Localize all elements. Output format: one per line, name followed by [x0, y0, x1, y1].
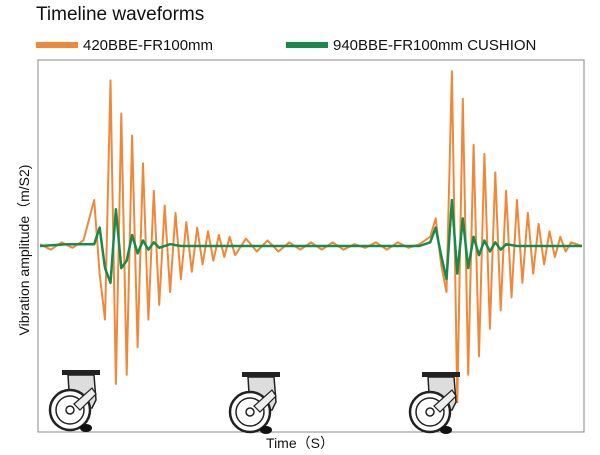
- legend-swatch-series-1: [36, 42, 78, 48]
- icon-layer: [48, 370, 460, 434]
- series-line-1: [39, 70, 583, 404]
- caster-wheel-icon: [48, 370, 100, 432]
- series-line-2: [39, 198, 582, 285]
- legend-item-series-2: 940BBE-FR100mm CUSHION: [286, 36, 536, 54]
- plot-border: [37, 59, 585, 433]
- series-layer: [39, 70, 583, 404]
- caster-wheel-icon: [228, 372, 280, 434]
- caster-wheel-icon: [408, 372, 460, 434]
- y-axis-label: Vibration amplitude（m/S2): [16, 164, 32, 336]
- legend-item-series-1: 420BBE-FR100mm: [36, 36, 213, 54]
- legend-label-series-1: 420BBE-FR100mm: [83, 36, 214, 54]
- chart-title: Timeline waveforms: [36, 4, 205, 25]
- legend-label-series-2: 940BBE-FR100mm CUSHION: [333, 36, 537, 54]
- x-axis-label: Time（S）: [266, 435, 334, 451]
- legend-swatch-series-2: [286, 42, 328, 48]
